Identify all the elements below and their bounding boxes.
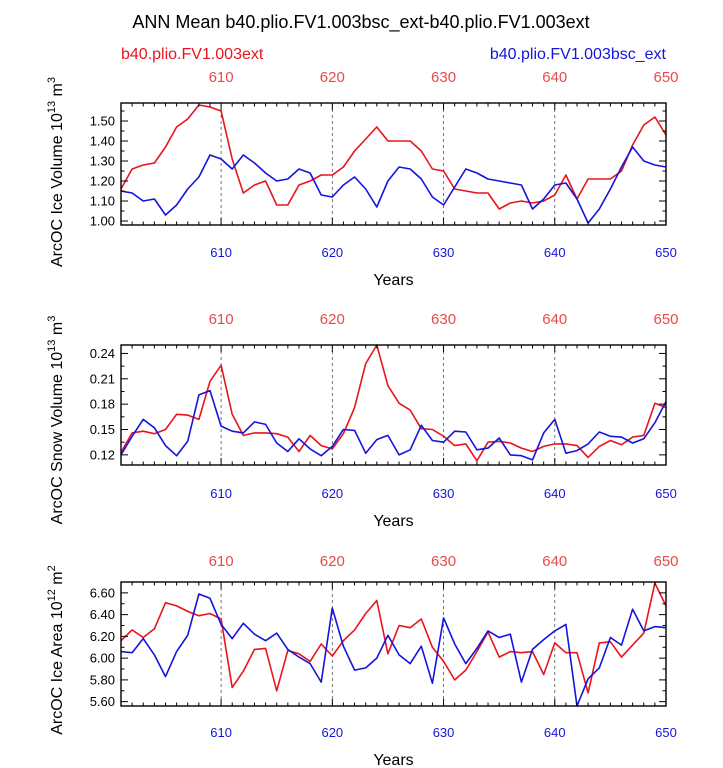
x-tick-label-top: 630: [431, 311, 456, 328]
y-tick-label: 6.60: [90, 585, 115, 600]
x-tick-label-bottom: 640: [544, 245, 566, 260]
x-tick-label-bottom: 610: [210, 486, 232, 501]
x-axis-label: Years: [373, 513, 413, 530]
plot-frame: [120, 102, 667, 226]
y-tick-label: 0.18: [90, 397, 115, 412]
x-tick-label-bottom: 620: [321, 245, 343, 260]
x-tick-label-top: 650: [653, 69, 678, 86]
panel-snow-volume: b40.plio.FV1.003extb40.plio.FV1.003bsc_e…: [46, 311, 679, 530]
x-tick-label-top: 640: [542, 311, 567, 328]
x-tick-label-bottom: 620: [321, 486, 343, 501]
series-line-bsc: b40.plio.FV1.003bsc_ext: [120, 389, 667, 461]
y-tick-label: 1.50: [90, 114, 115, 129]
x-tick-label-top: 630: [431, 553, 456, 570]
panel-ice-area: b40.plio.FV1.003extb40.plio.FV1.003bsc_e…: [46, 553, 679, 768]
legend-ext-label: b40.plio.FV1.003ext: [121, 46, 264, 63]
series-line-ext: b40.plio.FV1.003ext: [120, 104, 667, 210]
x-tick-label-bottom: 650: [655, 245, 677, 260]
x-tick-label-bottom: 640: [544, 486, 566, 501]
y-axis-label: ArcOC Ice Area 1012 m2: [46, 565, 66, 735]
y-tick-label: 5.60: [90, 694, 115, 709]
x-tick-label-top: 620: [320, 69, 345, 86]
series-line-ext: b40.plio.FV1.003ext: [120, 582, 667, 694]
x-tick-label-top: 650: [653, 311, 678, 328]
x-axis-label: Years: [373, 272, 413, 289]
y-tick-label: 0.15: [90, 422, 115, 437]
y-tick-label: 6.00: [90, 651, 115, 666]
x-tick-label-bottom: 610: [210, 725, 232, 740]
plot-frame: [120, 581, 667, 707]
legend-bsc-label: b40.plio.FV1.003bsc_ext: [490, 46, 667, 63]
x-tick-label-bottom: 630: [433, 245, 455, 260]
y-axis-label: ArcOC Snow Volume 1013 m3: [46, 316, 66, 525]
plot-frame: [120, 344, 667, 466]
y-tick-label: 0.12: [90, 447, 115, 462]
x-tick-label-top: 610: [209, 553, 234, 570]
y-tick-label: 6.40: [90, 607, 115, 622]
y-tick-label: 0.21: [90, 371, 115, 386]
x-tick-label-top: 610: [209, 311, 234, 328]
y-tick-label: 0.24: [90, 346, 115, 361]
x-tick-label-bottom: 630: [433, 486, 455, 501]
y-axis-label: ArcOC Ice Volume 1013 m3: [46, 77, 66, 267]
x-tick-label-top: 630: [431, 69, 456, 86]
x-tick-label-top: 640: [542, 553, 567, 570]
x-tick-label-bottom: 610: [210, 245, 232, 260]
x-tick-label-top: 650: [653, 553, 678, 570]
y-tick-label: 1.30: [90, 154, 115, 169]
x-tick-label-top: 640: [542, 69, 567, 86]
x-tick-label-top: 610: [209, 69, 234, 86]
y-tick-label: 1.20: [90, 174, 115, 189]
x-tick-label-bottom: 650: [655, 725, 677, 740]
x-axis-label: Years: [373, 752, 413, 768]
y-tick-label: 6.20: [90, 629, 115, 644]
y-tick-label: 1.00: [90, 214, 115, 229]
y-tick-label: 5.80: [90, 672, 115, 687]
x-tick-label-top: 620: [320, 553, 345, 570]
series-line-bsc: b40.plio.FV1.003bsc_ext: [120, 593, 667, 707]
figure-title: ANN Mean b40.plio.FV1.003bsc_ext-b40.pli…: [132, 12, 589, 33]
x-tick-label-bottom: 620: [321, 725, 343, 740]
series-line-ext: b40.plio.FV1.003ext: [120, 344, 667, 462]
y-tick-label: 1.40: [90, 134, 115, 149]
x-tick-label-bottom: 630: [433, 725, 455, 740]
series-line-bsc: b40.plio.FV1.003bsc_ext: [120, 146, 667, 224]
panel-ice-volume: b40.plio.FV1.003extb40.plio.FV1.003bsc_e…: [46, 69, 679, 289]
x-tick-label-top: 620: [320, 311, 345, 328]
chart-panels: b40.plio.FV1.003extb40.plio.FV1.003bsc_e…: [46, 69, 679, 768]
x-tick-label-bottom: 650: [655, 486, 677, 501]
y-tick-label: 1.10: [90, 194, 115, 209]
x-tick-label-bottom: 640: [544, 725, 566, 740]
